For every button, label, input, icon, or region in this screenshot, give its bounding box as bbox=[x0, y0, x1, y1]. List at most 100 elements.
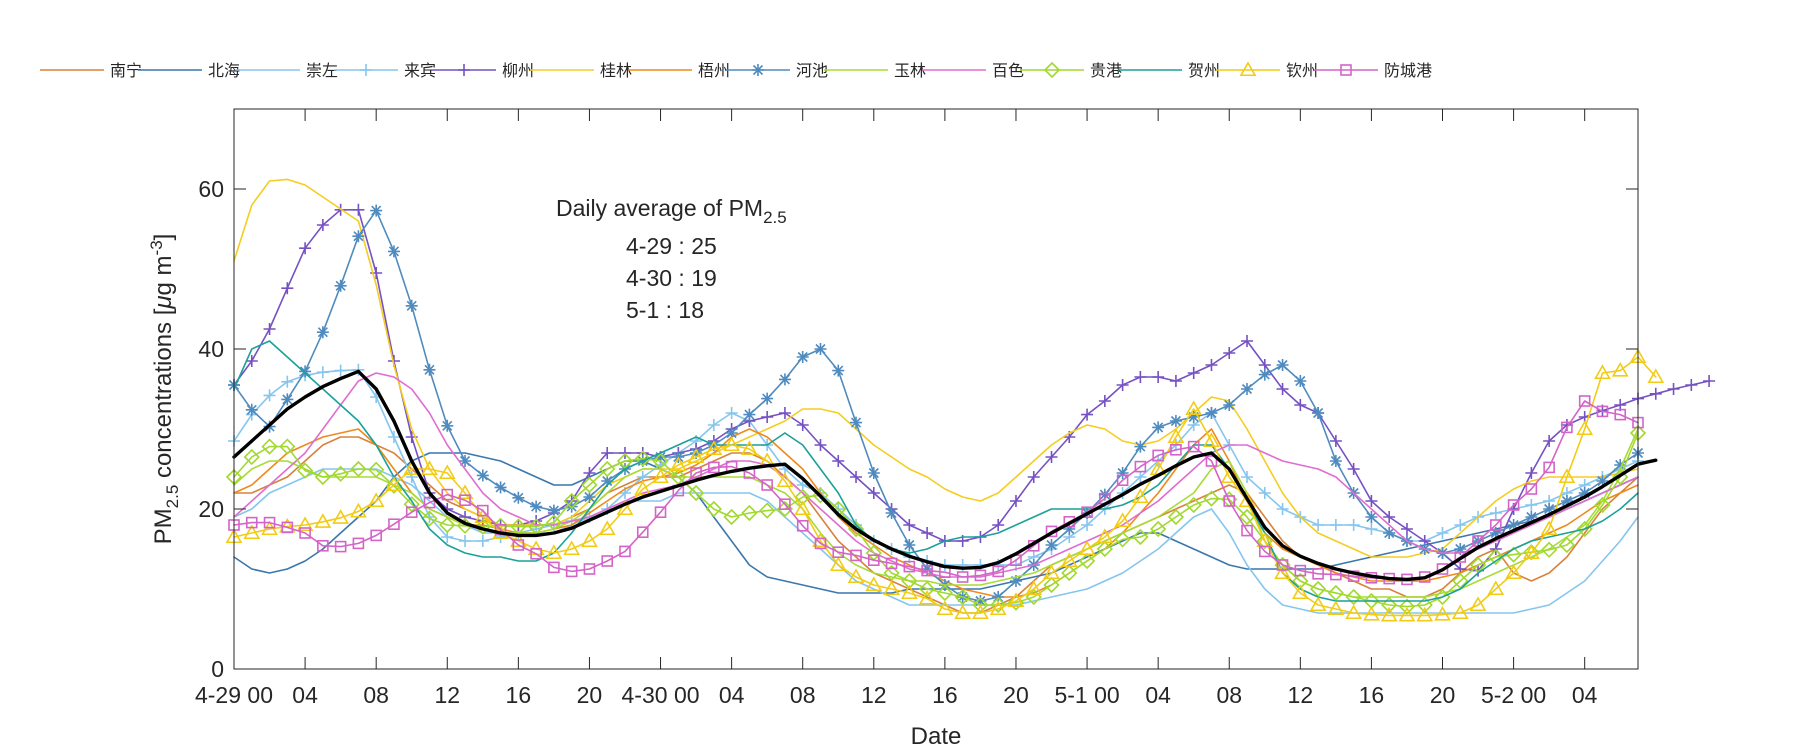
data-point-marker bbox=[1558, 468, 1576, 484]
data-point-marker bbox=[867, 554, 880, 567]
data-point-marker bbox=[299, 242, 312, 255]
data-point-marker bbox=[1561, 421, 1573, 434]
data-point-marker bbox=[314, 513, 332, 528]
legend-marker bbox=[1239, 61, 1257, 77]
x-tick-label: 08 bbox=[363, 682, 389, 708]
data-point-marker bbox=[865, 576, 883, 592]
data-point-marker bbox=[1380, 606, 1398, 622]
legend-label: 贺州 bbox=[1188, 62, 1220, 80]
data-point-marker bbox=[936, 584, 954, 602]
data-point-marker bbox=[1454, 543, 1467, 555]
annotation-line-5-1: 5-1 : 18 bbox=[626, 297, 704, 323]
data-point-marker bbox=[1187, 411, 1200, 423]
data-point-marker bbox=[1540, 520, 1558, 536]
legend-label: 防城港 bbox=[1384, 62, 1432, 80]
series-4 bbox=[228, 203, 1716, 577]
data-point-marker bbox=[954, 588, 971, 606]
data-point-marker bbox=[850, 471, 863, 483]
data-point-marker bbox=[1383, 527, 1396, 539]
y-tick-label: 60 bbox=[198, 176, 224, 202]
data-point-marker bbox=[439, 516, 456, 534]
data-point-marker bbox=[1578, 395, 1591, 407]
series-line-average bbox=[232, 369, 1658, 582]
legend-label: 南宁 bbox=[110, 62, 142, 80]
data-point-marker bbox=[1007, 592, 1025, 608]
data-point-marker bbox=[1525, 467, 1538, 479]
x-tick-label: 08 bbox=[790, 682, 816, 708]
data-point-marker bbox=[279, 438, 296, 455]
data-point-marker bbox=[1614, 459, 1627, 471]
x-axis-title: Date bbox=[911, 723, 962, 750]
data-point-marker bbox=[421, 460, 438, 476]
data-point-marker bbox=[779, 498, 791, 511]
legend-label: 河池 bbox=[796, 62, 828, 80]
data-point-marker bbox=[1043, 576, 1060, 594]
data-point-marker bbox=[832, 546, 845, 559]
data-point-marker bbox=[974, 569, 987, 582]
x-tick-label: 4-30 00 bbox=[622, 682, 700, 708]
data-point-marker bbox=[1203, 490, 1220, 507]
data-point-marker bbox=[814, 343, 827, 355]
data-point-marker bbox=[690, 447, 703, 459]
data-point-marker bbox=[581, 476, 598, 494]
data-point-marker bbox=[367, 492, 385, 508]
data-point-marker bbox=[885, 557, 898, 570]
data-point-marker bbox=[1522, 544, 1540, 560]
data-point-marker bbox=[1291, 584, 1309, 600]
legend-marker bbox=[1043, 61, 1061, 79]
data-point-marker bbox=[796, 519, 809, 532]
data-point-marker bbox=[705, 440, 723, 456]
data-point-marker bbox=[616, 452, 634, 470]
data-point-marker bbox=[636, 526, 649, 539]
data-point-marker bbox=[1596, 405, 1609, 418]
data-point-marker bbox=[921, 564, 933, 577]
data-point-marker bbox=[1007, 594, 1025, 611]
annotation-line-4-29: 4-29 : 25 bbox=[626, 233, 717, 259]
data-point-marker bbox=[317, 539, 329, 552]
data-point-marker bbox=[1241, 524, 1253, 537]
data-point-marker bbox=[1329, 519, 1342, 531]
data-point-marker bbox=[1276, 503, 1289, 515]
data-point-marker bbox=[707, 419, 720, 431]
data-point-marker bbox=[918, 589, 936, 605]
data-point-marker bbox=[1241, 471, 1254, 483]
data-point-marker bbox=[263, 323, 276, 335]
data-point-marker bbox=[1114, 531, 1131, 548]
series-layer bbox=[225, 178, 1716, 622]
data-point-marker bbox=[850, 549, 862, 562]
data-point-marker bbox=[405, 506, 418, 519]
data-point-marker bbox=[387, 431, 400, 443]
data-point-marker bbox=[1132, 528, 1149, 546]
data-point-marker bbox=[1560, 495, 1573, 507]
data-point-marker bbox=[1434, 605, 1451, 621]
data-point-marker bbox=[494, 523, 507, 536]
legend-label: 梧州 bbox=[698, 62, 730, 80]
data-point-marker bbox=[1096, 528, 1114, 544]
annotation-line-4-30: 4-30 : 19 bbox=[626, 265, 717, 291]
data-point-marker bbox=[1241, 335, 1254, 347]
data-point-marker bbox=[459, 455, 472, 467]
data-point-marker bbox=[1647, 368, 1665, 384]
data-point-marker bbox=[1398, 598, 1416, 615]
data-point-marker bbox=[1525, 499, 1538, 511]
data-point-marker bbox=[687, 484, 705, 502]
data-point-marker bbox=[1312, 519, 1325, 531]
data-point-marker bbox=[1134, 440, 1147, 453]
data-point-marker bbox=[794, 500, 812, 516]
legend-marker bbox=[752, 64, 764, 76]
data-point-marker bbox=[334, 279, 347, 292]
data-point-marker bbox=[1009, 495, 1022, 507]
legend-marker bbox=[1340, 64, 1352, 76]
data-point-marker bbox=[723, 436, 740, 452]
data-point-marker bbox=[243, 524, 261, 540]
data-point-marker bbox=[669, 456, 687, 472]
data-point-marker bbox=[776, 472, 794, 488]
data-point-marker bbox=[423, 363, 436, 376]
data-point-marker bbox=[245, 355, 258, 367]
data-point-marker bbox=[421, 510, 438, 527]
data-point-marker bbox=[972, 604, 989, 620]
data-point-marker bbox=[992, 519, 1005, 531]
data-point-marker bbox=[867, 467, 880, 479]
data-point-marker bbox=[388, 518, 400, 531]
data-point-marker bbox=[1327, 584, 1345, 602]
